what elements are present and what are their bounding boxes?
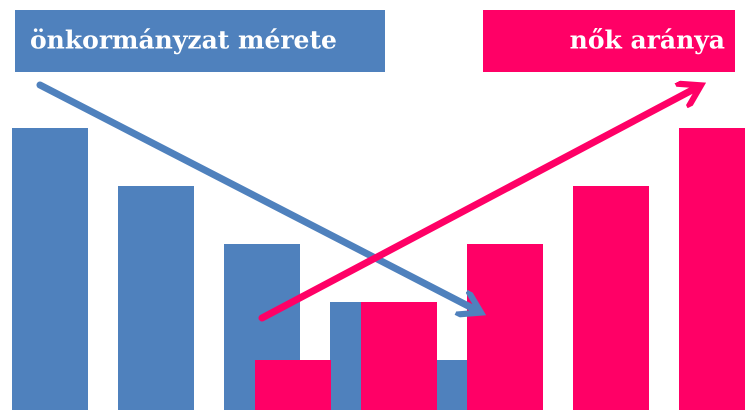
bar: [679, 128, 745, 410]
legend-label: önkormányzat mérete: [30, 26, 337, 55]
bar: [12, 128, 88, 410]
bar: [118, 186, 194, 410]
bar: [361, 302, 437, 410]
legend-label: nők aránya: [570, 26, 725, 55]
trend-arrow: [258, 88, 696, 322]
bar: [573, 186, 649, 410]
bar: [255, 360, 331, 410]
legend-box: [483, 10, 735, 72]
bar: [467, 244, 543, 410]
bars: [12, 128, 745, 410]
legend-box: [15, 10, 385, 72]
trend-arrow: [36, 81, 476, 310]
